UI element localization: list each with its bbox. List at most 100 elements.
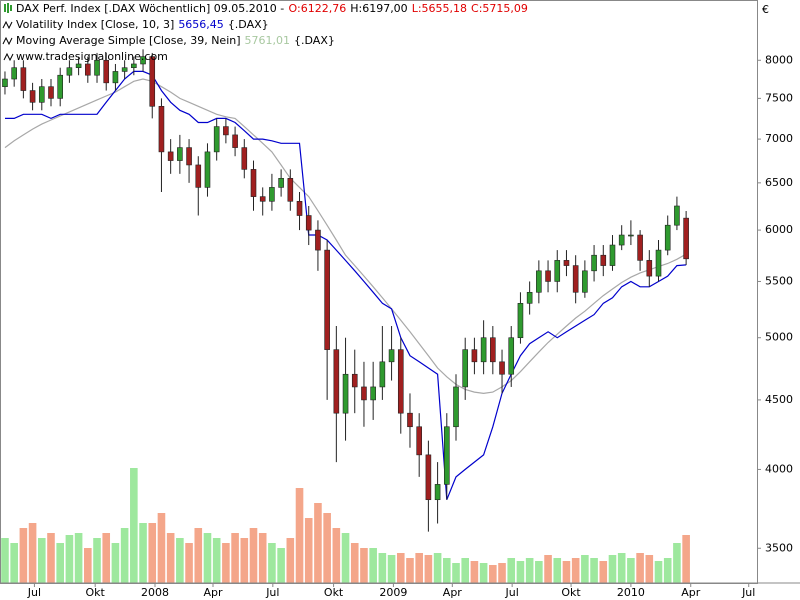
candle-body [140, 56, 146, 65]
x-tick-label: Apr [443, 586, 463, 599]
volume-bar [553, 558, 562, 583]
candle-body [342, 373, 349, 414]
candle-body [462, 349, 469, 388]
candle-body [112, 71, 119, 84]
volume-bar [304, 518, 313, 583]
volume-bar [544, 555, 552, 583]
candle-body [416, 426, 422, 456]
candle-body [628, 234, 634, 237]
volume-bar [1, 538, 9, 583]
volume-bar [378, 553, 387, 583]
volume-bar [157, 513, 166, 583]
volume-bar [636, 553, 644, 583]
candle-body [637, 234, 643, 261]
volume-bar [84, 548, 92, 583]
candle-body [526, 291, 533, 304]
volume-bar [535, 561, 543, 583]
volume-bar [323, 513, 331, 583]
watermark-icon [3, 52, 14, 62]
candle-body [545, 270, 551, 282]
volume-bar [47, 533, 55, 583]
candle-body [646, 260, 653, 277]
volume-bar [507, 558, 516, 583]
candle-body [287, 178, 294, 202]
candle-body [149, 56, 156, 107]
x-tick-label: Jul [27, 586, 41, 599]
volume-bar [452, 563, 460, 583]
volume-bar [590, 558, 598, 583]
candle-body [480, 337, 487, 363]
candle-body [609, 244, 616, 266]
volume-bar [286, 538, 295, 583]
volume-bar [203, 533, 212, 583]
candle-body [351, 373, 358, 388]
x-tick-label: Jul [265, 586, 279, 599]
volume-bar [682, 535, 690, 583]
volume-bar [185, 543, 193, 583]
candle-body [508, 337, 515, 375]
volume-bar [599, 561, 608, 583]
candle-body [370, 386, 376, 401]
candle-body [29, 90, 36, 103]
volume-bar [65, 535, 74, 583]
x-tick-label: Jul [741, 586, 755, 599]
volume-bar [341, 533, 350, 583]
x-tick-label: Jul [505, 586, 519, 599]
volume-bar [295, 488, 304, 583]
volume-bar [277, 548, 285, 583]
volume-bar [617, 553, 626, 583]
candle-body [213, 126, 220, 153]
volume-bar [240, 538, 249, 583]
candle-body [674, 205, 680, 226]
volume-bar [139, 523, 147, 583]
candle-body [103, 59, 110, 84]
volume-bar [212, 538, 221, 583]
legend-icon [2, 36, 13, 46]
indicator-line [5, 70, 687, 500]
volume-bar [258, 533, 267, 583]
volume-bar [130, 468, 138, 583]
candle-body [2, 78, 8, 87]
volume-bar [489, 565, 497, 583]
volume-bar [387, 555, 396, 583]
x-tick-label: Apr [681, 586, 701, 599]
volume-bar [111, 543, 120, 583]
candle-body [361, 386, 367, 401]
candle-body [75, 63, 82, 68]
volume-bar [19, 528, 28, 583]
volume-bar [627, 558, 635, 583]
candle-body [453, 386, 459, 428]
candle-body [536, 270, 542, 293]
candle-body [204, 151, 211, 188]
volume-bar [581, 555, 589, 583]
volume-bar [663, 558, 672, 583]
x-tick-label: Okt [324, 586, 344, 599]
volume-bar [249, 528, 258, 583]
volume-bar [562, 561, 571, 583]
y-tick-label: 4000 [765, 462, 793, 475]
volume-bar [231, 533, 239, 583]
y-tick-label: 3500 [765, 541, 793, 554]
volume-bar [516, 561, 525, 583]
volume-bar [406, 558, 414, 583]
candle-body [48, 86, 54, 99]
candle-body [250, 169, 257, 197]
x-tick-label: Okt [86, 586, 106, 599]
candle-body [11, 67, 17, 80]
candle-body [20, 67, 27, 91]
legend-entry: Moving Average Simple [Close, 39, Nein] 5… [16, 34, 335, 47]
candle-body [517, 303, 524, 339]
volume-bar [93, 538, 101, 583]
volume-bar [360, 548, 368, 583]
candle-body [121, 67, 128, 72]
volume-bar [268, 543, 276, 583]
volume-bar [74, 533, 83, 583]
currency-label: € [762, 3, 769, 16]
candle-body [186, 147, 192, 166]
y-tick-label: 6000 [765, 223, 793, 236]
candle-body [296, 200, 303, 216]
candle-body [177, 147, 183, 161]
legend-entry: Volatility Index [Close, 10, 3] 5656,45 {.… [16, 18, 269, 31]
legend-icon [2, 20, 13, 30]
